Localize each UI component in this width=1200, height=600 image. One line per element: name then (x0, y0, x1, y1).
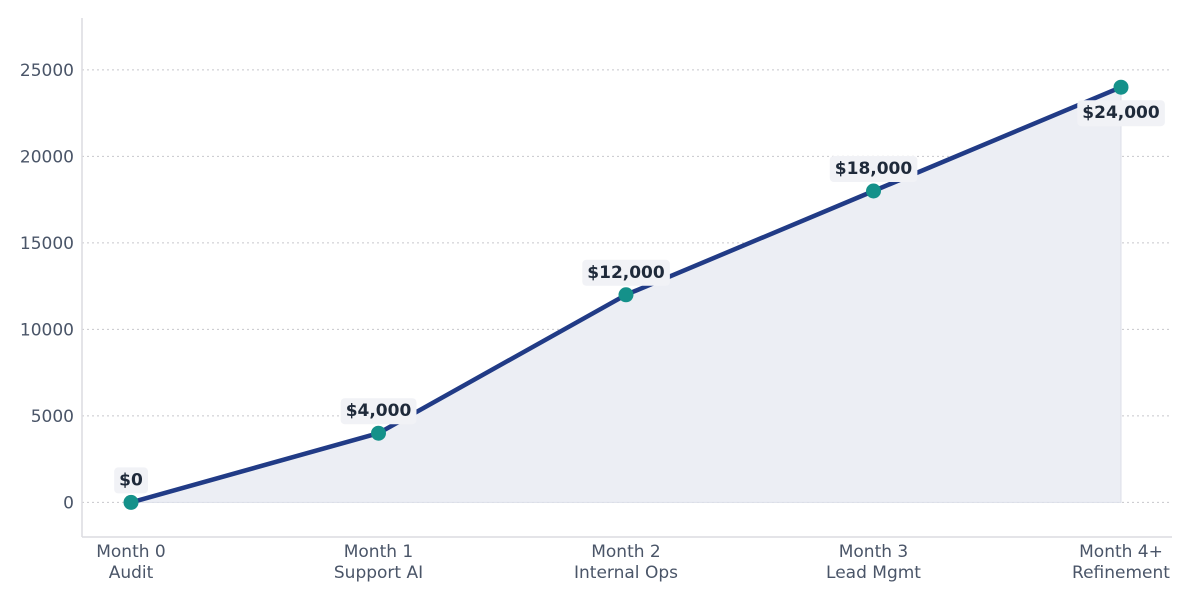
x-tick-label-month: Month 0 (96, 542, 166, 562)
x-tick-label-month: Month 1 (344, 542, 414, 562)
data-label: $0 (119, 470, 143, 490)
data-label: $18,000 (835, 159, 913, 179)
x-tick-label-phase: Internal Ops (574, 563, 678, 583)
y-tick-labels: 0 5000 10000 15000 20000 25000 (20, 61, 74, 514)
y-tick-label: 20000 (20, 147, 74, 167)
data-label-group: $0 (114, 467, 148, 494)
x-tick-label: Month 4+ Refinement (1072, 542, 1170, 583)
data-point (371, 425, 386, 441)
x-tick-label-month: Month 4+ (1079, 542, 1163, 562)
x-tick-label-phase: Audit (109, 563, 154, 583)
data-label-group: $18,000 (829, 156, 918, 182)
data-point (866, 183, 881, 199)
data-label-box (1077, 100, 1165, 127)
data-label-box (114, 467, 148, 494)
data-labels: $0 $4,000 $12,000 $18,000 $24,000 (114, 100, 1165, 494)
data-label: $24,000 (1082, 103, 1160, 123)
x-tick-label-month: Month 3 (839, 542, 909, 562)
data-label-box (582, 259, 670, 286)
data-label: $4,000 (346, 401, 412, 421)
y-tick-label: 0 (63, 493, 74, 513)
data-label-group: $12,000 (582, 259, 670, 286)
axes (81, 18, 1172, 538)
x-tick-label: Month 1 Support AI (334, 542, 423, 583)
data-point (123, 494, 139, 510)
y-tick-label: 5000 (31, 407, 74, 427)
data-label: $12,000 (587, 263, 665, 283)
y-tick-label: 15000 (20, 234, 74, 254)
x-tick-labels: Month 0 Audit Month 1 Support AI Month 2 Inte… (96, 542, 1170, 583)
x-tick-label-month: Month 2 (591, 542, 661, 562)
x-tick-label: Month 0 Audit (96, 542, 166, 583)
x-tick-label: Month 2 Internal Ops (574, 542, 678, 583)
data-point (1113, 79, 1129, 95)
data-label-group: $24,000 (1077, 100, 1165, 127)
y-tick-label: 10000 (20, 320, 74, 340)
data-label-box (829, 156, 918, 182)
x-tick-label-phase: Support AI (334, 563, 423, 583)
data-markers (123, 79, 1129, 510)
x-tick-label: Month 3 Lead Mgmt (826, 542, 921, 583)
x-tick-label-phase: Refinement (1072, 563, 1170, 583)
data-label-group: $4,000 (340, 398, 417, 425)
data-label-box (340, 398, 417, 425)
data-point (618, 287, 634, 303)
y-tick-label: 25000 (20, 61, 74, 81)
x-tick-label-phase: Lead Mgmt (826, 563, 921, 583)
